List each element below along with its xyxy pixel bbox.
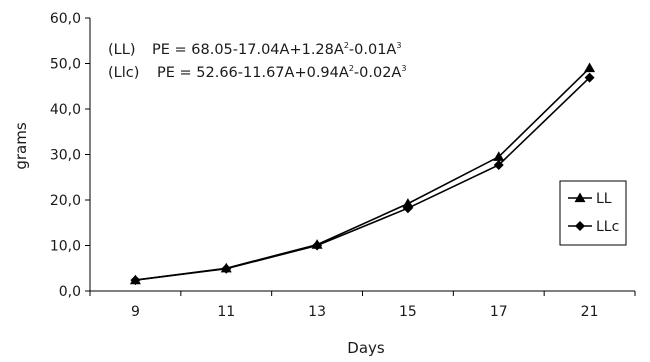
x-tick-label: 17 <box>490 304 508 320</box>
equation-label: (Llc) <box>108 65 139 81</box>
legend-label-llc: LLc <box>596 219 619 235</box>
x-tick-label: 9 <box>131 304 140 320</box>
equation-annotations: (LL) PE = 68.05-17.04A+1.28A2-0.01A3(Llc)… <box>108 41 406 81</box>
data-point-llc <box>402 203 413 214</box>
series-line-llc <box>135 77 591 281</box>
y-axis-title: grams <box>12 122 30 169</box>
series-markers <box>129 62 596 286</box>
x-tick-label: 15 <box>399 304 417 320</box>
legend-box <box>559 180 627 246</box>
x-tick-label: 21 <box>581 304 599 320</box>
equation-term: -0.02A <box>354 65 402 81</box>
data-point-ll <box>584 62 596 73</box>
series-lines <box>135 67 591 281</box>
x-tick-label: 13 <box>308 304 326 320</box>
legend-label-ll: LL <box>596 191 612 207</box>
y-tick-label: 20,0 <box>50 193 81 209</box>
equation-text: PE = 52.66-11.67A+0.94A2-0.02A3 <box>157 64 406 81</box>
data-point-ll <box>493 151 505 161</box>
x-tick-label: 11 <box>217 304 235 320</box>
series-line-ll <box>135 67 591 281</box>
equation-term: PE = 52.66-11.67A+0.94A <box>157 65 349 81</box>
equation-exponent: 2 <box>349 64 354 73</box>
data-point-ll <box>402 198 414 208</box>
y-tick-label: 40,0 <box>50 102 81 118</box>
y-tick-label: 50,0 <box>50 57 81 73</box>
equation-text: PE = 68.05-17.04A+1.28A2-0.01A3 <box>152 41 401 58</box>
equation-term: PE = 68.05-17.04A+1.28A <box>152 42 344 58</box>
data-point-llc <box>584 72 595 83</box>
y-axis-ticks: 0,0 10,0 20,0 30,0 40,0 50,0 60,0 <box>50 11 90 300</box>
axes <box>89 18 635 292</box>
data-point-llc <box>221 263 232 274</box>
y-tick-label: 30,0 <box>50 148 81 164</box>
data-point-llc <box>493 159 504 170</box>
equation-term: -0.01A <box>349 42 397 58</box>
data-point-llc <box>130 275 141 286</box>
y-tick-label: 0,0 <box>59 284 81 300</box>
equation-exponent: 3 <box>396 41 401 50</box>
legend: LL LLc <box>559 180 627 246</box>
x-axis-title: Days <box>347 339 385 357</box>
equation-label: (LL) <box>108 42 135 58</box>
equation-exponent: 2 <box>344 41 349 50</box>
y-tick-label: 60,0 <box>50 11 81 27</box>
legend-marker-ll <box>574 192 586 203</box>
y-tick-label: 10,0 <box>50 239 81 255</box>
x-axis-ticks: 9 11 13 15 17 21 <box>89 291 636 320</box>
legend-marker-llc <box>575 221 585 231</box>
equation-exponent: 3 <box>401 64 406 73</box>
data-point-llc <box>312 240 323 251</box>
